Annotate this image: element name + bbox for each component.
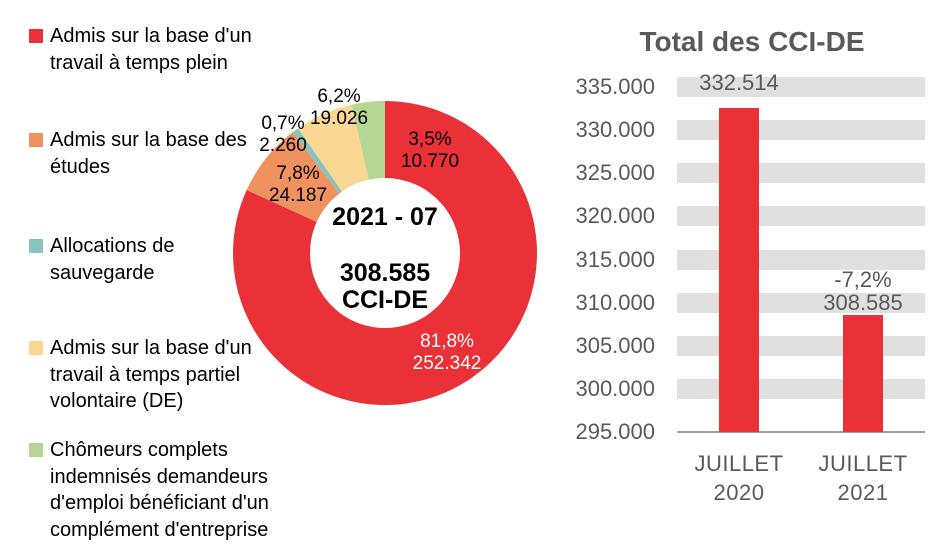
- legend-label: Admis sur la base d'un travail à temps p…: [50, 337, 252, 412]
- y-tick-label: 320.000: [575, 203, 655, 229]
- bar-value-label-1: -7,2% 308.585: [823, 267, 903, 315]
- pie-label-3: 6,2% 19.026: [309, 86, 369, 129]
- pie-label-4: 3,5% 10.770: [400, 129, 460, 172]
- gridline-band: [677, 77, 925, 97]
- bar-0: [719, 108, 759, 432]
- y-tick-label: 300.000: [575, 375, 655, 401]
- pie-label-1: 7,8% 24.187: [268, 163, 328, 206]
- y-tick-label: 305.000: [575, 332, 655, 358]
- legend-swatch-icon: [29, 133, 43, 147]
- y-tick-label: 310.000: [575, 289, 655, 315]
- donut-slice-3: [297, 104, 369, 192]
- y-tick-label: 315.000: [575, 246, 655, 272]
- donut-center-unit: CCI-DE: [341, 286, 429, 314]
- donut-slice-2: [292, 128, 343, 194]
- gridline-band: [677, 163, 925, 184]
- legend-label: Chômeurs complets indemnisés demandeurs …: [50, 439, 269, 541]
- gridline-band: [677, 378, 925, 399]
- donut-center-total: 308.585: [339, 259, 431, 287]
- donut-slice-4: [351, 101, 385, 180]
- bar-chart-title: Total des CCI-DE: [639, 26, 865, 57]
- bar-value-label-0: 332.514: [699, 70, 779, 95]
- legend-swatch-icon: [29, 443, 43, 457]
- y-tick-label: 325.000: [575, 160, 655, 186]
- donut-center-period: 2021 - 07: [332, 203, 438, 231]
- x-axis-line: [677, 431, 925, 433]
- legend-label: Admis sur la base des études: [50, 129, 247, 178]
- gridline-band: [677, 335, 925, 356]
- gridline-band: [677, 206, 925, 227]
- legend-label: Admis sur la base d'un travail à temps p…: [50, 25, 252, 74]
- legend-swatch-icon: [29, 341, 43, 355]
- y-tick-label: 295.000: [575, 419, 655, 444]
- y-tick-label: 335.000: [575, 74, 655, 99]
- legend-swatch-icon: [29, 29, 43, 43]
- legend-swatch-icon: [29, 239, 43, 253]
- x-tick-label-0: JUILLET 2020: [694, 451, 784, 505]
- x-tick-label-1: JUILLET 2021: [818, 451, 908, 505]
- pie-label-0: 81,8% 252.342: [412, 331, 482, 374]
- pie-label-2: 0,7% 2.260: [259, 113, 307, 156]
- donut-slice-0: [233, 101, 537, 405]
- gridline-band: [677, 120, 925, 141]
- y-tick-label: 330.000: [575, 117, 655, 143]
- donut-chart: [233, 101, 537, 405]
- donut-center-label: 2021 - 07 308.585 CCI-DE: [275, 203, 495, 314]
- legend-label: Allocations de sauvegarde: [50, 235, 175, 284]
- donut-slice-1: [246, 132, 340, 222]
- bar-1: [843, 314, 883, 432]
